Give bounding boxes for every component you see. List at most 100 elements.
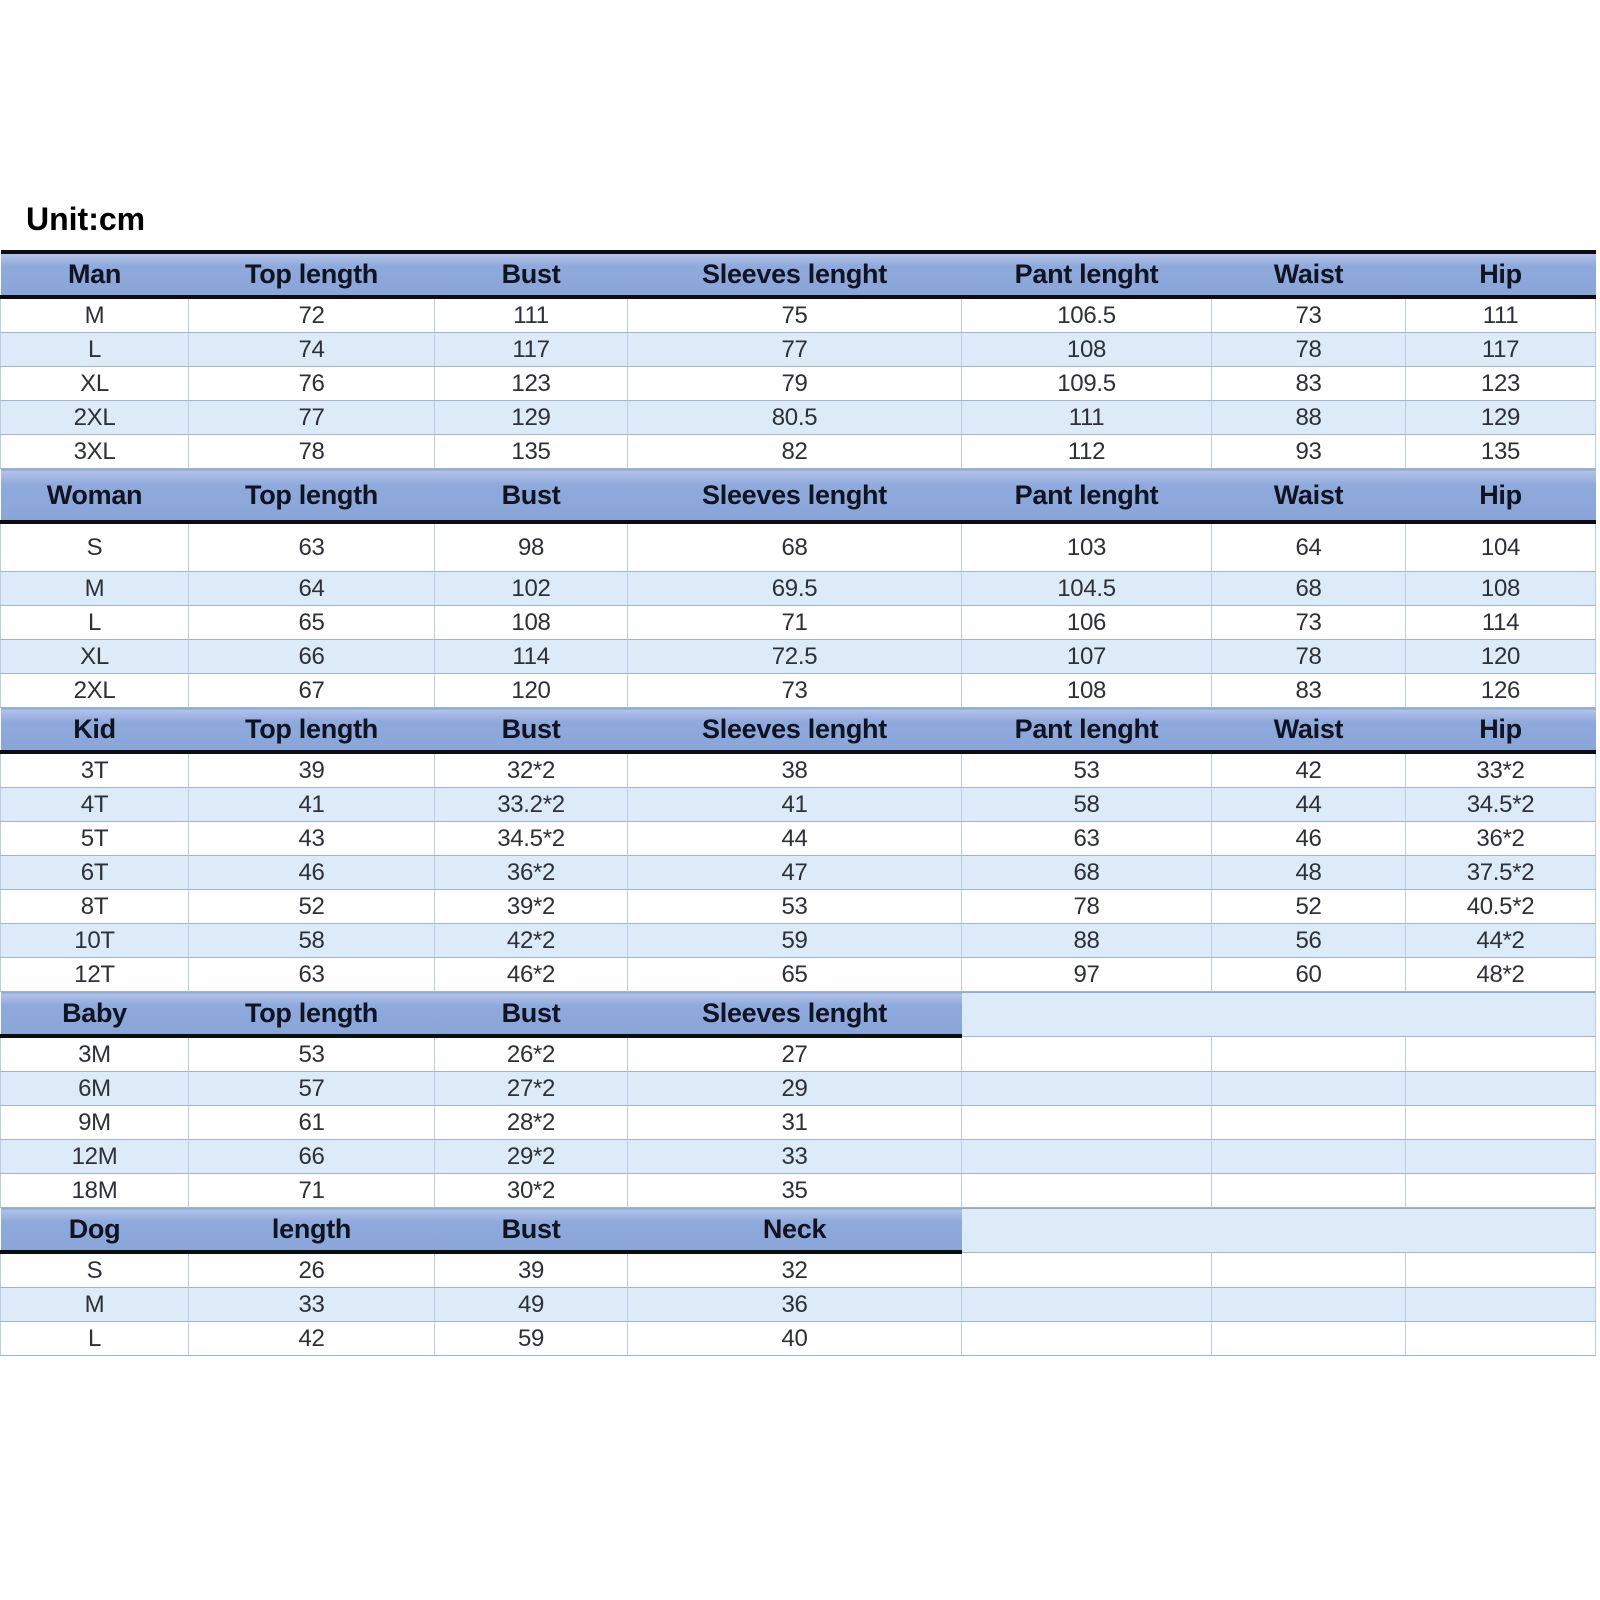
- value-cell: [1405, 1035, 1596, 1072]
- value-cell: 68: [627, 521, 962, 572]
- value-cell: 60: [1211, 957, 1406, 992]
- value-cell: 120: [1405, 639, 1596, 674]
- value-cell: 111: [961, 400, 1212, 435]
- value-cell: 52: [188, 889, 435, 924]
- value-cell: 83: [1211, 366, 1406, 401]
- section-header-row-kid: Kid Top length Bust Sleeves lenght Pant leng…: [0, 708, 1596, 754]
- table-row: M 64 102 69.5 104.5 68 108: [0, 571, 1596, 606]
- table-row: L 42 59 40: [0, 1321, 1596, 1356]
- size-label-cell: L: [0, 332, 189, 367]
- value-cell: 44: [627, 821, 962, 856]
- value-cell: 38: [627, 751, 962, 788]
- table-row: L 65 108 71 106 73 114: [0, 605, 1596, 640]
- value-cell: 26: [188, 1251, 435, 1288]
- value-cell: 59: [627, 923, 962, 958]
- value-cell: 73: [1211, 605, 1406, 640]
- value-cell: 36*2: [1405, 821, 1596, 856]
- value-cell: 104: [1405, 521, 1596, 572]
- column-header: Man: [0, 251, 189, 299]
- value-cell: [961, 1035, 1212, 1072]
- size-label-cell: 9M: [0, 1105, 189, 1140]
- value-cell: [1405, 1251, 1596, 1288]
- value-cell: 44*2: [1405, 923, 1596, 958]
- section-table-kid: Kid Top length Bust Sleeves lenght Pant leng…: [0, 708, 1596, 992]
- table-row: 3M 53 26*2 27: [0, 1035, 1596, 1072]
- value-cell: 33*2: [1405, 751, 1596, 788]
- value-cell: [1211, 1321, 1406, 1356]
- value-cell: 112: [961, 434, 1212, 469]
- column-header: Top length: [188, 992, 435, 1038]
- value-cell: 97: [961, 957, 1212, 992]
- value-cell: 80.5: [627, 400, 962, 435]
- table-row: 4T 41 33.2*2 41 58 44 34.5*2: [0, 787, 1596, 822]
- value-cell: 42: [1211, 751, 1406, 788]
- value-cell: [1211, 1287, 1406, 1322]
- size-label-cell: 18M: [0, 1173, 189, 1208]
- size-label-cell: S: [0, 521, 189, 572]
- column-header: Woman: [0, 469, 189, 524]
- value-cell: 88: [1211, 400, 1406, 435]
- value-cell: 36: [627, 1287, 962, 1322]
- value-cell: 88: [961, 923, 1212, 958]
- value-cell: 76: [188, 366, 435, 401]
- value-cell: 40: [627, 1321, 962, 1356]
- table-row: 2XL 77 129 80.5 111 88 129: [0, 400, 1596, 435]
- value-cell: 53: [627, 889, 962, 924]
- value-cell: 67: [188, 673, 435, 708]
- table-row: M 33 49 36: [0, 1287, 1596, 1322]
- table-row: 2XL 67 120 73 108 83 126: [0, 673, 1596, 708]
- value-cell: 53: [961, 751, 1212, 788]
- value-cell: 58: [188, 923, 435, 958]
- value-cell: 64: [188, 571, 435, 606]
- value-cell: 29: [627, 1071, 962, 1106]
- value-cell: [1211, 1071, 1406, 1106]
- size-label-cell: 10T: [0, 923, 189, 958]
- value-cell: 69.5: [627, 571, 962, 606]
- size-label-cell: L: [0, 1321, 189, 1356]
- value-cell: 108: [1405, 571, 1596, 606]
- value-cell: 65: [627, 957, 962, 992]
- column-header: Sleeves lenght: [627, 251, 962, 299]
- table-row: 10T 58 42*2 59 88 56 44*2: [0, 923, 1596, 958]
- value-cell: 61: [188, 1105, 435, 1140]
- value-cell: 26*2: [434, 1035, 628, 1072]
- value-cell: 40.5*2: [1405, 889, 1596, 924]
- value-cell: 78: [961, 889, 1212, 924]
- value-cell: 56: [1211, 923, 1406, 958]
- column-header: Pant lenght: [961, 708, 1212, 754]
- size-label-cell: 2XL: [0, 400, 189, 435]
- size-label-cell: 8T: [0, 889, 189, 924]
- table-row: 12M 66 29*2 33: [0, 1139, 1596, 1174]
- header-filler-cell: [961, 992, 1212, 1037]
- size-label-cell: S: [0, 1251, 189, 1288]
- value-cell: [1405, 1173, 1596, 1208]
- value-cell: 31: [627, 1105, 962, 1140]
- column-header: Top length: [188, 469, 435, 524]
- table-row: M 72 111 75 106.5 73 111: [0, 296, 1596, 333]
- size-label-cell: 3M: [0, 1035, 189, 1072]
- value-cell: 46: [188, 855, 435, 890]
- value-cell: 68: [961, 855, 1212, 890]
- value-cell: 109.5: [961, 366, 1212, 401]
- value-cell: 72.5: [627, 639, 962, 674]
- section-header-row-man: Man Top length Bust Sleeves lenght Pant leng…: [0, 251, 1596, 299]
- table-row: 5T 43 34.5*2 44 63 46 36*2: [0, 821, 1596, 856]
- table-row: S 63 98 68 103 64 104: [0, 521, 1596, 572]
- column-header: Waist: [1211, 469, 1406, 524]
- column-header: Bust: [434, 992, 628, 1038]
- table-row: L 74 117 77 108 78 117: [0, 332, 1596, 367]
- value-cell: 57: [188, 1071, 435, 1106]
- column-header: Top length: [188, 708, 435, 754]
- value-cell: 78: [188, 434, 435, 469]
- size-label-cell: XL: [0, 366, 189, 401]
- value-cell: 27*2: [434, 1071, 628, 1106]
- table-row: 18M 71 30*2 35: [0, 1173, 1596, 1208]
- table-row: S 26 39 32: [0, 1251, 1596, 1288]
- size-label-cell: 5T: [0, 821, 189, 856]
- value-cell: 29*2: [434, 1139, 628, 1174]
- value-cell: 123: [434, 366, 628, 401]
- value-cell: 27: [627, 1035, 962, 1072]
- value-cell: 73: [1211, 296, 1406, 333]
- value-cell: 32: [627, 1251, 962, 1288]
